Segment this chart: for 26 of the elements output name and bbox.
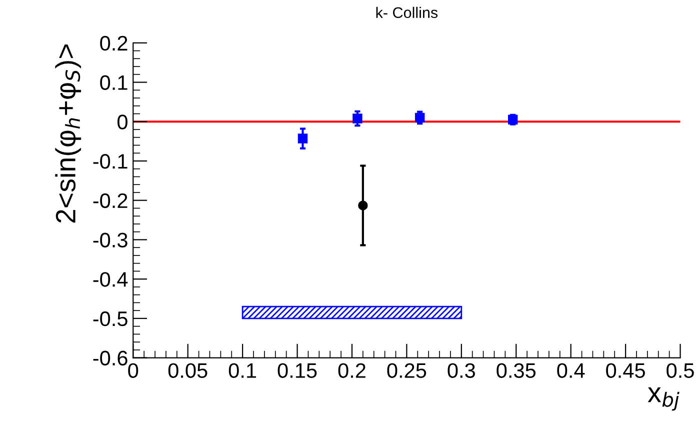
- chart-title: k- Collins: [376, 6, 438, 18]
- y-tick-label: -0.5: [93, 311, 128, 326]
- x-tick-label: 0.3: [448, 363, 475, 378]
- y-tick-label: 0.2: [100, 36, 128, 51]
- y-tick-label: -0.1: [93, 154, 128, 169]
- x-tick-label: 0.25: [387, 363, 426, 378]
- y-tick-label: 0: [117, 114, 128, 130]
- point: [358, 200, 368, 210]
- x-tick-label: 0.35: [496, 363, 536, 378]
- x-tick-label: 0.15: [278, 363, 317, 378]
- x-tick-label: 0.45: [606, 363, 645, 378]
- y-tick-label: 0.1: [100, 75, 128, 90]
- x-axis-title: x$_{bj}$: [648, 387, 680, 411]
- x-tick-label: 0.1: [228, 363, 256, 378]
- x-tick-label: 0.5: [666, 363, 694, 378]
- point: [298, 134, 308, 144]
- x-tick-label: 0.2: [338, 363, 366, 378]
- y-tick-label: -0.3: [93, 232, 128, 248]
- y-axis-title: 2<sin(φ$_{h}$+φ$_{S}$)>: [55, 44, 82, 223]
- x-tick-label: 0.05: [168, 363, 208, 378]
- x-tick-label: 0.4: [557, 363, 585, 378]
- x-tick-label: 0: [128, 363, 138, 378]
- point: [352, 114, 362, 124]
- y-tick-label: -0.2: [93, 193, 128, 208]
- y-tick-label: -0.4: [93, 272, 128, 287]
- y-tick-label: -0.6: [93, 350, 128, 366]
